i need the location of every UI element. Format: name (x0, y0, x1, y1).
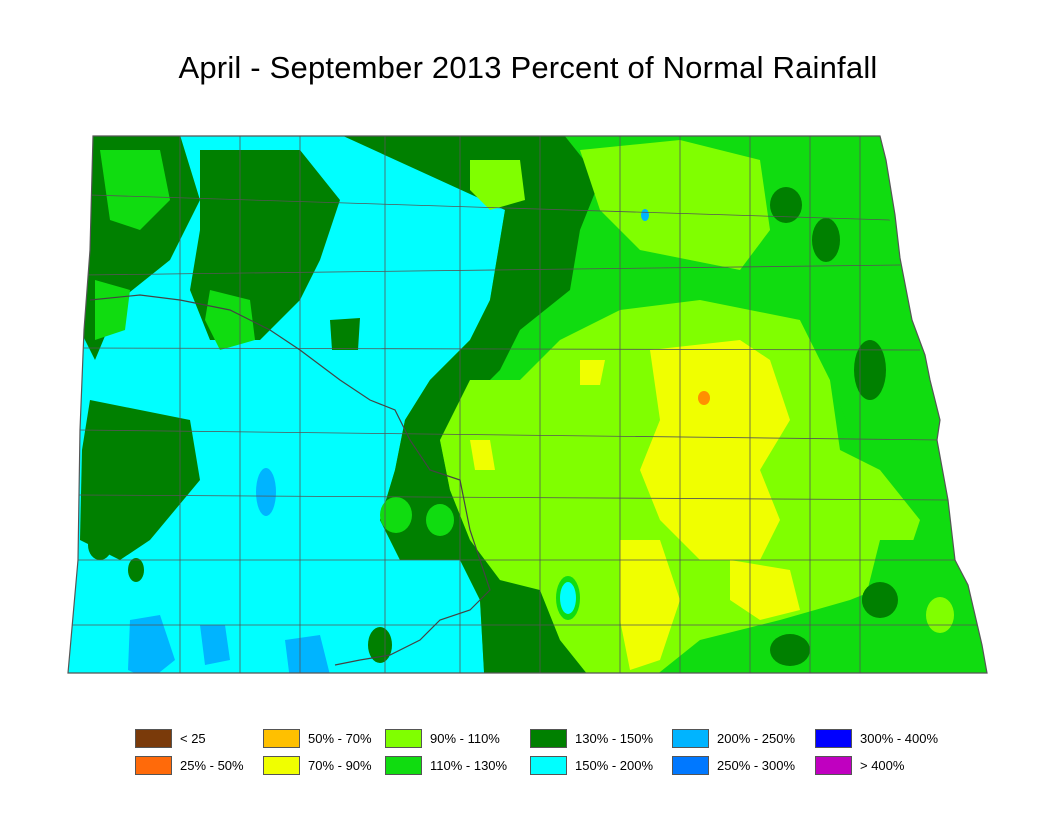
legend-label: 110% - 130% (430, 758, 508, 773)
legend-label: 70% - 90% (308, 758, 372, 773)
county-lines (72, 136, 980, 673)
legend-label: > 400% (860, 758, 905, 773)
rainfall-map (67, 135, 988, 674)
legend-swatch (135, 729, 172, 748)
legend-label: < 25 (180, 731, 206, 746)
legend-swatch (815, 729, 852, 748)
legend-label: 130% - 150% (575, 731, 654, 746)
legend-swatch (385, 729, 422, 748)
legend-swatch (530, 756, 567, 775)
legend-swatch (263, 756, 300, 775)
legend-label: 50% - 70% (308, 731, 372, 746)
legend-swatch (530, 729, 567, 748)
legend-swatch (135, 756, 172, 775)
state-outline (67, 135, 988, 674)
legend-swatch (672, 729, 709, 748)
legend-swatch (815, 756, 852, 775)
legend-label: 300% - 400% (860, 731, 939, 746)
legend-label: 90% - 110% (430, 731, 500, 746)
map-title: April - September 2013 Percent of Normal… (178, 50, 878, 85)
river-line (89, 294, 491, 666)
legend-swatch (263, 729, 300, 748)
legend-swatch (672, 756, 709, 775)
legend-label: 25% - 50% (180, 758, 244, 773)
legend-label: 250% - 300% (717, 758, 796, 773)
rainfall-fill (68, 136, 987, 673)
legend-swatch (385, 756, 422, 775)
legend-label: 200% - 250% (717, 731, 796, 746)
legend-label: 150% - 200% (575, 758, 654, 773)
